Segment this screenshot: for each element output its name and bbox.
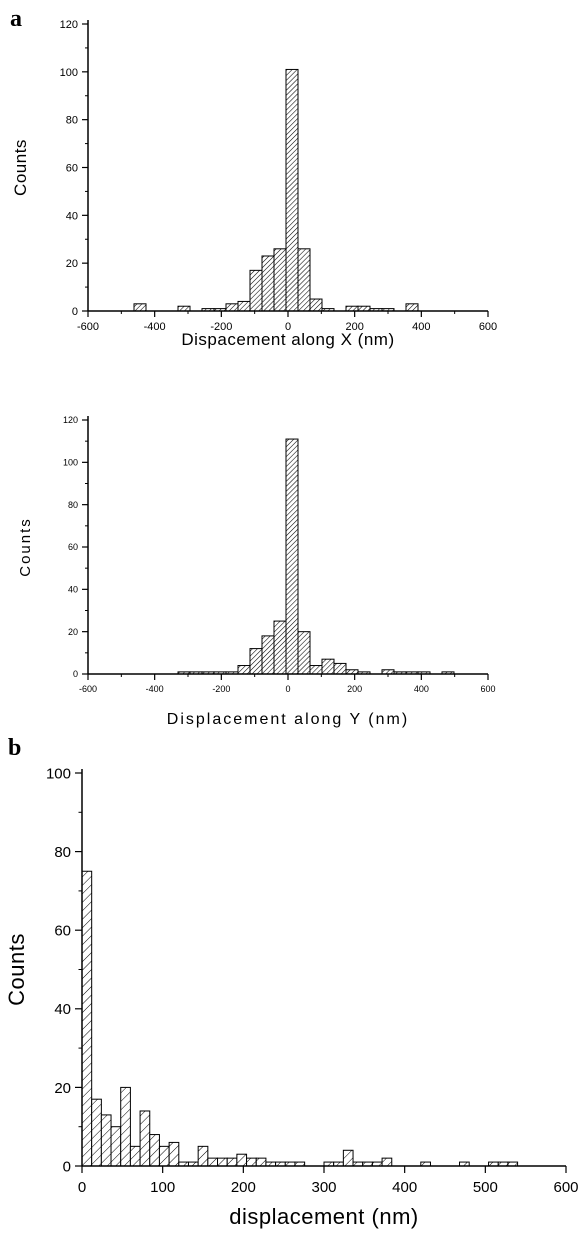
x-tick-label: -200 — [210, 321, 232, 333]
x-tick-label: -400 — [146, 684, 164, 694]
histogram-bar — [158, 1145, 170, 1167]
x-tick-label: 400 — [414, 684, 429, 694]
y-tick-label: 100 — [63, 458, 78, 468]
y-tick-label: 80 — [68, 500, 78, 510]
y-tick-label: 80 — [54, 844, 71, 861]
y-tick-label: 100 — [60, 67, 78, 79]
x-axis-label: displacement (nm) — [229, 1204, 418, 1229]
y-tick-label: 60 — [66, 162, 78, 174]
x-tick-label: 200 — [345, 321, 363, 333]
histogram-bar — [261, 635, 275, 675]
histogram-bar — [309, 665, 323, 675]
x-tick-label: 600 — [480, 684, 495, 694]
histogram-bar — [133, 303, 147, 312]
histogram-bar — [197, 1145, 209, 1167]
histogram-bar — [91, 1098, 102, 1167]
y-tick-label: 100 — [46, 765, 71, 782]
y-tick-label: 120 — [60, 19, 78, 31]
x-axis-label: Displacement along Y (nm) — [167, 711, 409, 728]
y-tick-label: 0 — [73, 669, 78, 679]
histogram-bar — [168, 1141, 180, 1167]
y-tick-label: 40 — [68, 585, 78, 595]
histogram-bar — [139, 1110, 151, 1167]
x-tick-label: -600 — [77, 321, 99, 333]
histogram-bar — [100, 1114, 112, 1167]
histogram-bar — [81, 870, 93, 1167]
histogram-bar — [237, 665, 251, 675]
y-tick-label: 60 — [68, 542, 78, 552]
y-tick-label: 0 — [63, 1158, 71, 1175]
x-tick-label: 400 — [412, 321, 430, 333]
x-tick-label: -200 — [212, 684, 230, 694]
x-tick-label: -600 — [79, 684, 97, 694]
y-tick-label: 80 — [66, 115, 78, 127]
histogram-bar — [273, 248, 287, 312]
y-tick-label: 120 — [63, 415, 78, 425]
histogram-bar — [207, 1157, 219, 1167]
x-tick-label: 200 — [231, 1179, 256, 1196]
y-tick-label: 20 — [66, 258, 78, 270]
histogram-bar — [285, 438, 299, 675]
histogram-bar — [225, 303, 239, 312]
histogram-bar — [249, 269, 263, 312]
y-tick-label: 60 — [54, 923, 71, 940]
x-tick-label: 300 — [311, 1179, 336, 1196]
histogram-bar — [226, 1157, 238, 1167]
y-axis-label: Counts — [4, 933, 29, 1006]
histogram-bar — [246, 1157, 257, 1167]
chart-y-displacement: 0 20 40 60 80 100 120 -600 -400 -200 0 200 400 600 Dis… — [17, 415, 496, 728]
histogram-bar — [285, 68, 299, 312]
histogram-bar — [110, 1126, 122, 1167]
x-axis-label: Dispacement along X (nm) — [181, 330, 394, 349]
histogram-bar — [381, 1157, 393, 1167]
y-axis-label: Counts — [17, 517, 34, 577]
histogram-bar — [321, 658, 335, 675]
histogram-bar — [309, 298, 323, 312]
x-tick-label: -400 — [144, 321, 166, 333]
x-tick-label: 600 — [553, 1179, 578, 1196]
panel-label-b: b — [8, 735, 22, 761]
y-tick-label: 20 — [68, 627, 78, 637]
histogram-bar — [297, 248, 311, 312]
histogram-bar — [237, 300, 251, 312]
y-tick-label: 40 — [66, 210, 78, 222]
histogram-bar — [297, 631, 311, 675]
histogram-bar — [236, 1153, 248, 1167]
x-tick-label: 600 — [479, 321, 497, 333]
histogram-bar — [342, 1149, 354, 1167]
x-tick-label: 100 — [150, 1179, 175, 1196]
x-tick-label: 500 — [473, 1179, 498, 1196]
histogram-bar — [333, 662, 347, 675]
x-tick-label: 0 — [285, 684, 290, 694]
y-tick-label: 0 — [72, 306, 78, 318]
histogram-bar — [261, 255, 275, 312]
histogram-bar — [249, 648, 263, 675]
y-axis-label: Counts — [11, 139, 30, 196]
histogram-bar — [255, 1157, 267, 1167]
chart-x-displacement: 0 20 40 60 80 100 120 -600 -400 -200 0 200 400 600 Dis… — [11, 19, 497, 349]
x-tick-label: 400 — [392, 1179, 417, 1196]
y-tick-label: 40 — [54, 1001, 71, 1018]
panel-label-a: a — [10, 6, 22, 32]
chart-total-displacement: 0 20 40 60 80 100 0 100 200 300 400 500 600 displacem… — [4, 765, 579, 1229]
histogram-bar — [273, 620, 287, 675]
y-tick-label: 20 — [54, 1080, 71, 1097]
histogram-bar — [129, 1145, 141, 1167]
x-tick-label: 0 — [78, 1179, 86, 1196]
x-tick-label: 200 — [347, 684, 362, 694]
histogram-bar — [217, 1157, 228, 1167]
x-tick-label: 0 — [285, 321, 291, 333]
histogram-bar — [405, 303, 419, 312]
histogram-bar — [149, 1134, 160, 1167]
histogram-bar — [120, 1086, 131, 1167]
